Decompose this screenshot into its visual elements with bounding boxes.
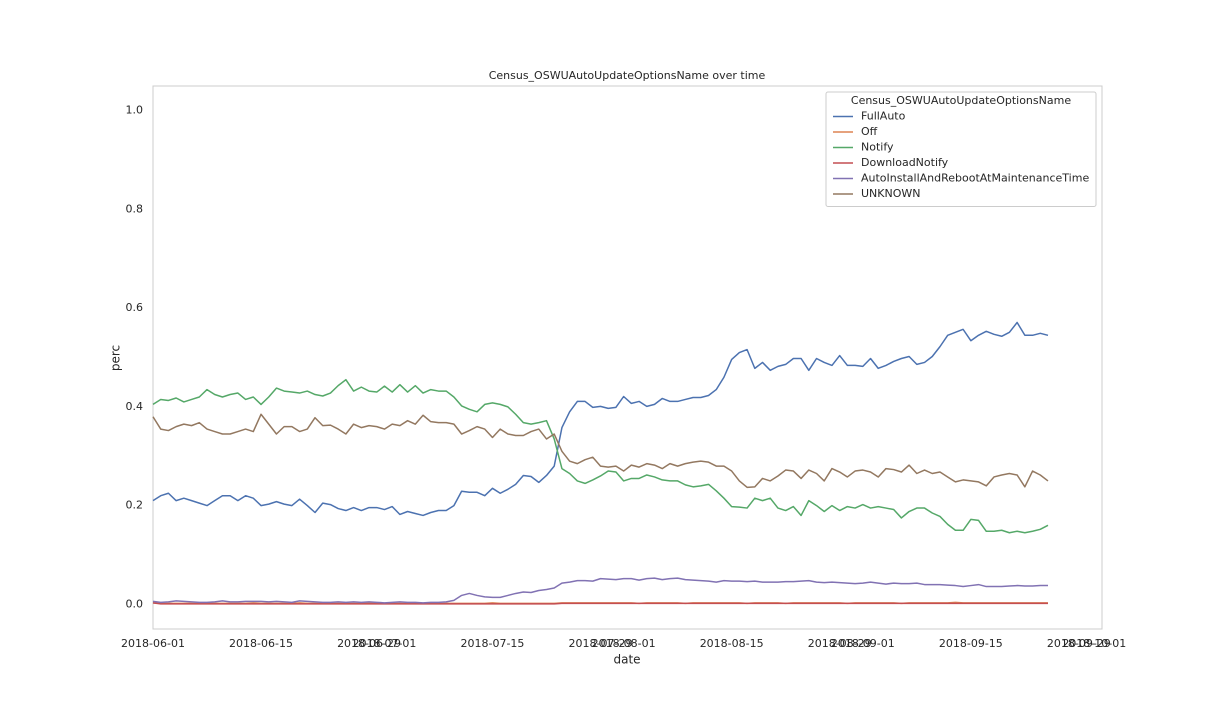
x-tick-label: 2018-06-29: [337, 637, 401, 650]
x-tick-label: 2018-07-15: [461, 637, 525, 650]
series-line: [152, 321, 1049, 517]
x-tick-label: 2018-06-15: [229, 637, 293, 650]
series-line: [152, 413, 1049, 489]
legend-label: UNKNOWN: [861, 187, 921, 200]
series-line: [152, 378, 1049, 534]
plot-frame: [152, 85, 1103, 630]
x-tick-label: 2018-10-01: [1062, 637, 1126, 650]
y-tick-label: 1.0: [126, 104, 144, 117]
y-tick-label: 0.6: [126, 301, 144, 314]
x-tick-label: 2018-07-29: [569, 637, 633, 650]
y-tick-label: 0.4: [126, 400, 144, 413]
legend-title: Census_OSWUAutoUpdateOptionsName: [851, 94, 1071, 107]
x-tick-label: 2018-09-15: [939, 637, 1003, 650]
legend-label: AutoInstallAndRebootAtMaintenanceTime: [861, 172, 1089, 185]
x-tick-label: 2018-09-29: [1047, 637, 1111, 650]
x-axis-label: date: [613, 653, 640, 667]
x-tick-label: 2018-08-29: [808, 637, 872, 650]
legend-label: FullAuto: [861, 110, 906, 123]
y-axis-label: perc: [109, 345, 123, 371]
x-tick-label: 2018-06-01: [121, 637, 185, 650]
x-tick-label: 2018-09-01: [831, 637, 895, 650]
y-tick-label: 0.2: [126, 499, 144, 512]
legend-box: [825, 91, 1097, 207]
legend-label: DownloadNotify: [861, 156, 949, 169]
x-tick-label: 2018-07-01: [352, 637, 416, 650]
chart-title: Census_OSWUAutoUpdateOptionsName over ti…: [489, 69, 766, 82]
x-tick-label: 2018-08-15: [700, 637, 764, 650]
x-tick-label: 2018-08-01: [592, 637, 656, 650]
y-tick-label: 0.0: [126, 597, 144, 610]
legend-label: Notify: [861, 141, 894, 154]
legend-label: Off: [861, 125, 878, 138]
series-line: [152, 577, 1048, 604]
series-line: [152, 602, 1048, 605]
y-tick-label: 0.8: [126, 202, 144, 215]
